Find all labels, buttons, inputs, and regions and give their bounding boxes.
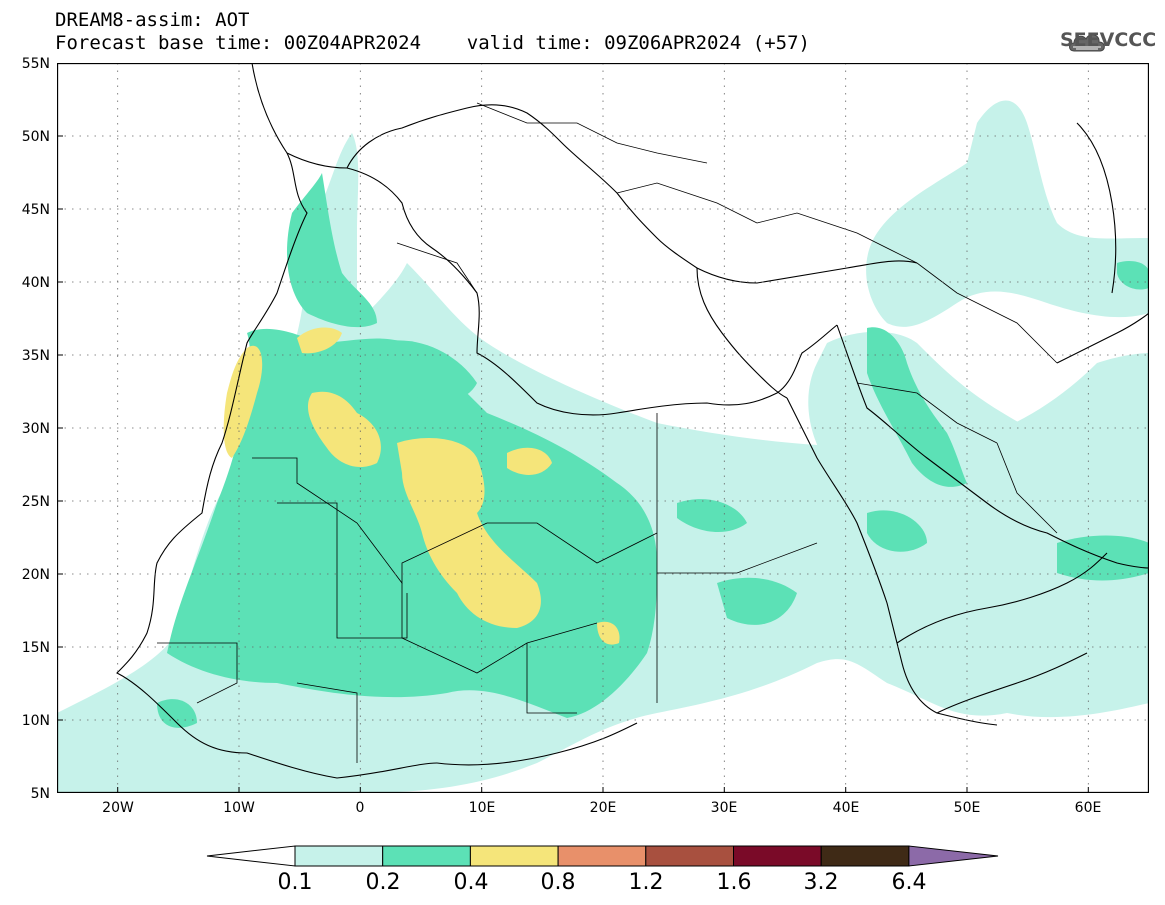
colorbar-label: 3.2	[803, 870, 839, 895]
seevccc-logo: SEEVCCC	[1060, 29, 1157, 51]
lat-label-35n: 35N	[21, 348, 50, 364]
gridlines	[57, 63, 1149, 793]
colorbar-left-arrow	[206, 845, 296, 867]
lon-label-20e: 20E	[589, 800, 617, 816]
lon-label-60e: 60E	[1074, 800, 1102, 816]
lat-label-50n: 50N	[21, 129, 50, 145]
lon-label-40e: 40E	[832, 800, 860, 816]
lon-label-30e: 30E	[710, 800, 738, 816]
colorbar-label: 6.4	[891, 870, 927, 895]
colorbar-segment	[382, 845, 471, 867]
colorbar-label: 0.1	[277, 870, 313, 895]
aot-map	[57, 63, 1149, 793]
lon-label-20w: 20W	[102, 800, 134, 816]
coastlines	[116, 63, 1149, 779]
colorbar-segment	[820, 845, 910, 867]
colorbar-segment	[733, 845, 822, 867]
colorbar-segment	[645, 845, 734, 867]
lat-label-55n: 55N	[21, 56, 50, 72]
country-borders	[157, 102, 1058, 763]
aot-level-0.4	[223, 327, 620, 645]
lat-label-20n: 20N	[21, 567, 50, 583]
lat-label-10n: 10N	[21, 713, 50, 729]
colorbar-segment	[294, 845, 384, 867]
lat-label-45n: 45N	[21, 202, 50, 218]
aot-level-0.2	[157, 173, 1149, 728]
lon-label-10e: 10E	[468, 800, 496, 816]
axis-ticks	[57, 135, 1089, 793]
colorbar-label: 0.4	[453, 870, 489, 895]
aot-colorbar	[206, 845, 999, 867]
cloud-icon	[1069, 34, 1105, 52]
colorbar-right-arrow	[908, 845, 999, 867]
forecast-time-line: Forecast base time: 00Z04APR2024 valid t…	[55, 32, 810, 54]
lon-label-0: 0	[355, 800, 365, 816]
lat-label-15n: 15N	[21, 640, 50, 656]
colorbar-label: 0.8	[540, 870, 576, 895]
lat-label-40n: 40N	[21, 275, 50, 291]
colorbar-label: 1.6	[716, 870, 752, 895]
lat-label-5n: 5N	[30, 786, 50, 802]
colorbar-label: 0.2	[365, 870, 401, 895]
lat-label-25n: 25N	[21, 494, 50, 510]
lon-label-10w: 10W	[223, 800, 255, 816]
lat-label-30n: 30N	[21, 421, 50, 437]
lon-label-50e: 50E	[953, 800, 981, 816]
colorbar-segment	[557, 845, 647, 867]
colorbar-label: 1.2	[628, 870, 664, 895]
colorbar-segment	[469, 845, 559, 867]
map-title: DREAM8-assim: AOT	[55, 9, 250, 31]
